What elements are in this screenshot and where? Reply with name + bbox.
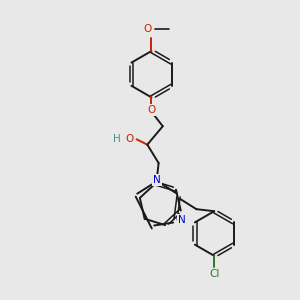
Text: N: N [178, 214, 186, 224]
Text: O: O [143, 24, 151, 34]
Text: N: N [153, 175, 161, 185]
Text: Cl: Cl [209, 269, 219, 279]
Text: H: H [113, 134, 121, 144]
Text: O: O [125, 134, 134, 144]
Text: N: N [153, 175, 161, 185]
Text: O: O [147, 105, 156, 115]
